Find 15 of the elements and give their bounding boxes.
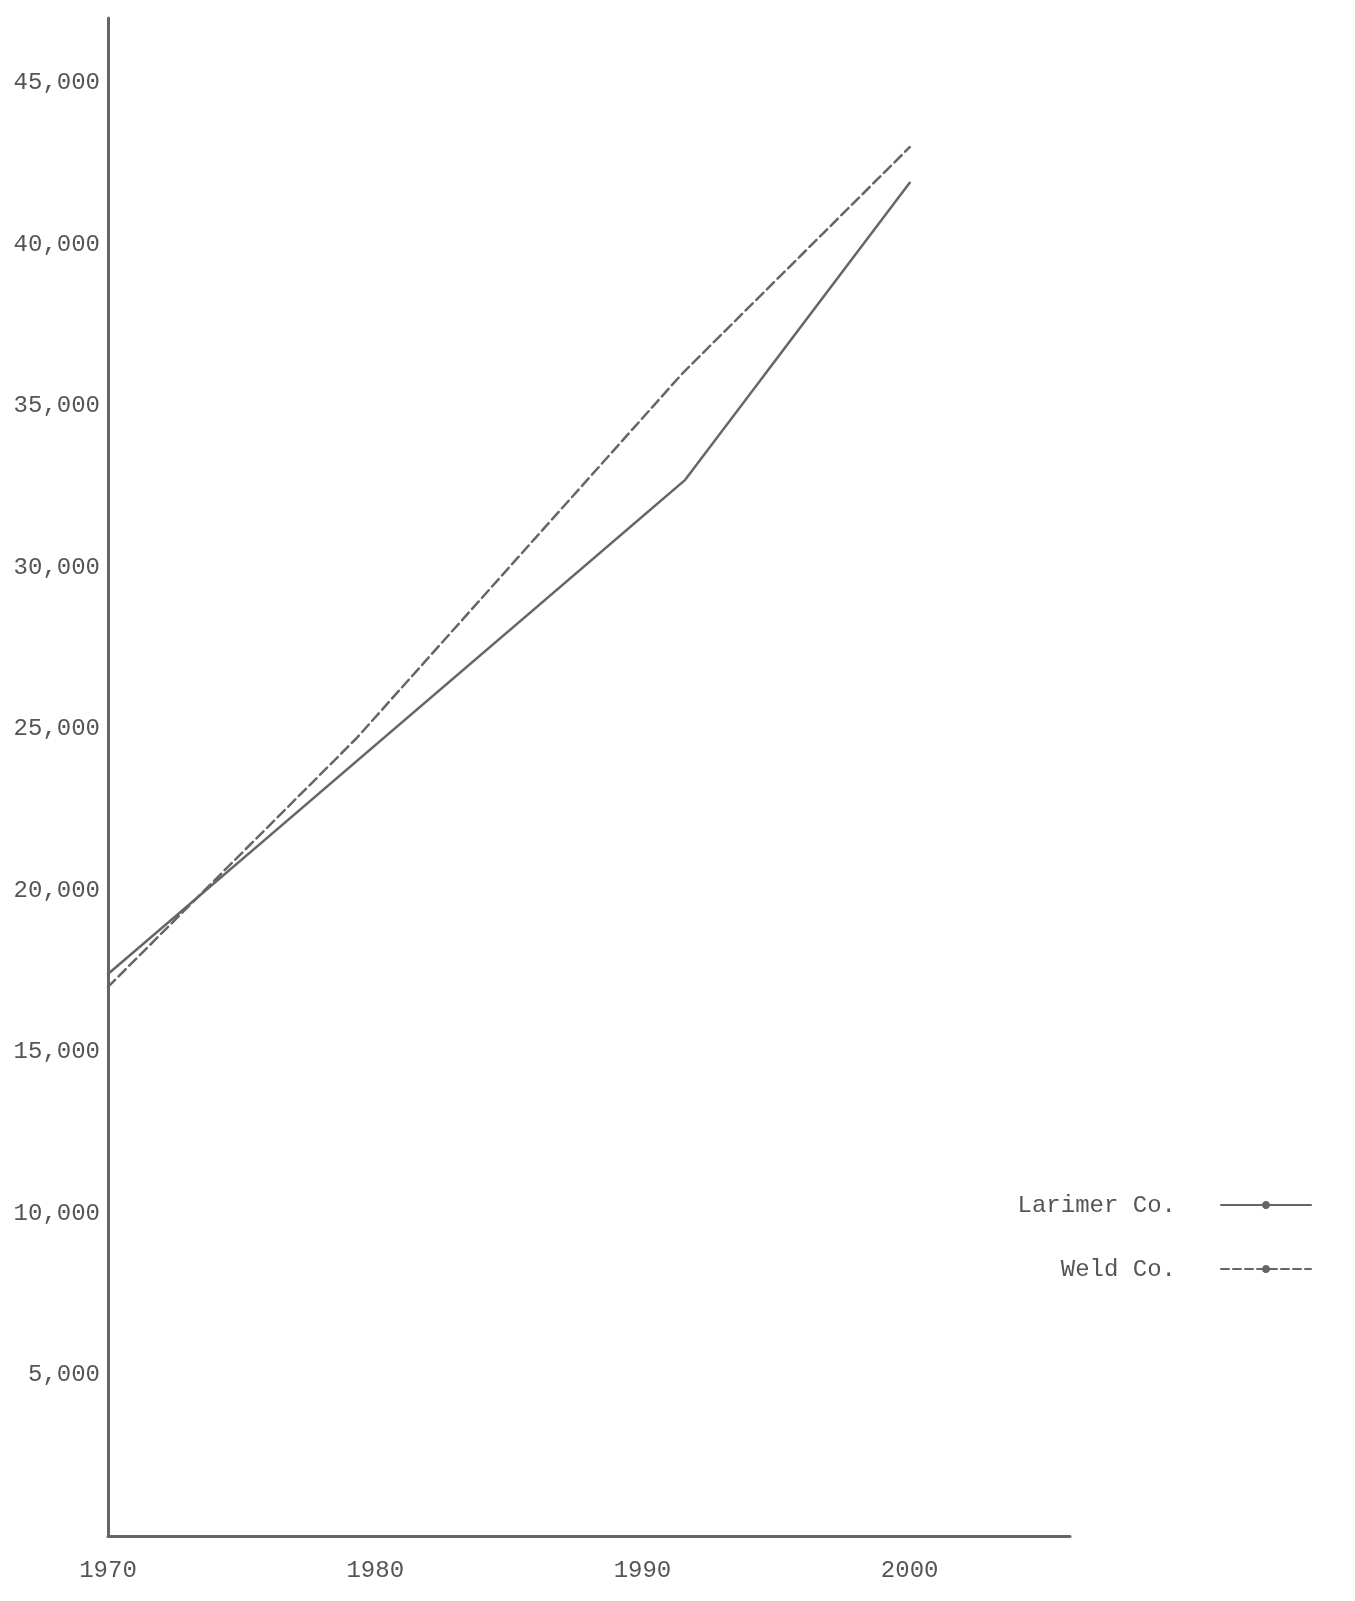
- y-tick-label: 15,000: [13, 1038, 100, 1066]
- x-tick-label: 1970: [79, 1556, 137, 1584]
- y-tick-label: 30,000: [13, 553, 100, 581]
- y-tick-label: 5,000: [27, 1361, 100, 1389]
- legend-label: Weld Co.: [1060, 1255, 1176, 1283]
- legend-label: Larimer Co.: [1017, 1191, 1176, 1219]
- y-tick-label: 10,000: [13, 1199, 100, 1227]
- x-tick-label: 1980: [346, 1556, 405, 1584]
- y-tick-label: 40,000: [13, 230, 100, 258]
- y-tick-label: 45,000: [13, 69, 100, 97]
- x-tick-label: 1990: [613, 1556, 672, 1584]
- x-tick-label: 2000: [880, 1556, 939, 1584]
- y-tick-label: 25,000: [13, 715, 100, 743]
- y-tick-label: 35,000: [13, 392, 100, 420]
- y-tick-label: 20,000: [13, 876, 100, 904]
